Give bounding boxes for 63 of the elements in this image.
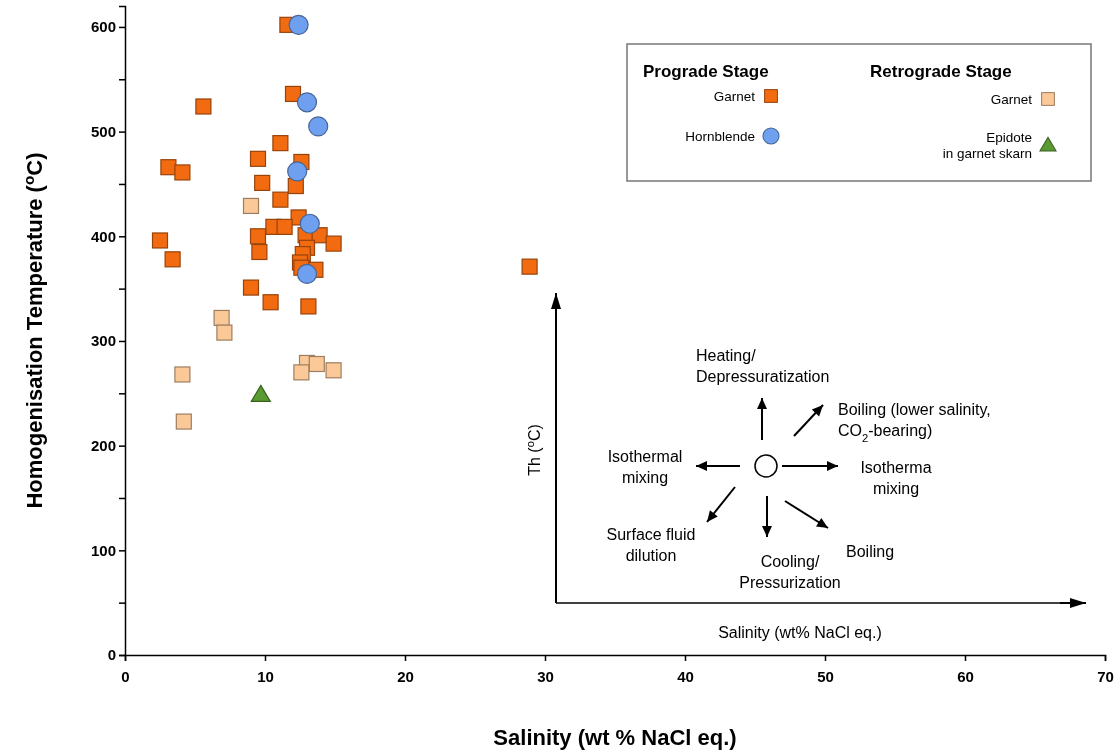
y-tick-label: 300	[90, 332, 116, 350]
annotation: Isotherma mixing	[860, 459, 932, 497]
point	[213, 309, 230, 327]
y-tick-label: 200	[90, 436, 116, 454]
point	[249, 150, 267, 167]
point	[242, 279, 260, 296]
legend-label: Hornblende	[685, 129, 755, 144]
point	[299, 213, 320, 234]
point	[287, 161, 308, 182]
legend-label: Garnet	[713, 89, 756, 104]
y-tick-label: 500	[90, 122, 116, 140]
y-tick-label: 0	[107, 646, 116, 664]
annotation: Isothermal mixing	[607, 448, 683, 486]
point	[300, 298, 317, 315]
point	[195, 98, 212, 115]
point	[254, 174, 271, 191]
annotation: Heating/ Depressuratization	[696, 347, 830, 385]
annotation: Cooling/ Pressurization	[739, 553, 841, 591]
x-tick-label: 10	[257, 668, 274, 685]
x-tick-label: 60	[957, 668, 974, 685]
point	[296, 92, 318, 113]
annotation: Prograde Stage	[643, 62, 769, 81]
point	[262, 294, 279, 311]
point	[521, 258, 538, 275]
annotation: Boiling	[846, 543, 895, 560]
point	[250, 384, 271, 402]
point	[296, 263, 318, 285]
y-tick-label: 100	[90, 541, 116, 559]
point	[308, 355, 325, 373]
x-tick-label: 20	[397, 668, 414, 685]
y-tick-label: 600	[90, 18, 116, 36]
point	[308, 116, 329, 137]
legend-label: Garnet	[990, 92, 1033, 107]
point	[175, 413, 192, 430]
point	[276, 218, 293, 235]
point	[216, 324, 233, 341]
x-tick-label: 30	[537, 668, 554, 685]
point	[288, 14, 309, 35]
point	[293, 364, 310, 381]
point	[174, 164, 191, 181]
x-tick-label: 70	[1097, 668, 1114, 685]
point	[151, 232, 169, 249]
legend-label: Epidote in garnet skarn	[942, 130, 1032, 161]
point	[249, 228, 267, 245]
point	[325, 235, 342, 252]
y-tick-label: 400	[90, 227, 116, 245]
point	[164, 251, 181, 268]
x-tick-label: 40	[677, 668, 694, 685]
point	[251, 243, 268, 261]
point	[160, 159, 177, 176]
x-tick-label: 50	[817, 668, 834, 685]
annotation: Surface fluid dilution	[606, 526, 696, 564]
x-axis-title: Salinity (wt % NaCl eq.)	[493, 725, 737, 750]
x-tick-label: 0	[121, 668, 130, 685]
annotation: Retrograde Stage	[870, 62, 1012, 81]
point	[174, 366, 191, 383]
annotation: Boiling (lower salinity, CO$_{2}$-bearing)	[838, 401, 991, 444]
point	[284, 85, 302, 103]
point	[325, 362, 342, 379]
point	[272, 135, 289, 152]
point	[272, 191, 289, 208]
annotation: Salinity (wt% NaCl eq.)	[718, 624, 882, 641]
point	[242, 197, 260, 215]
